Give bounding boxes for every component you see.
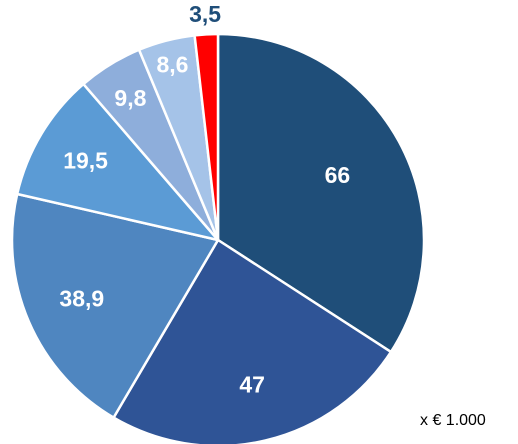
- data-label-1: 66: [325, 162, 351, 188]
- pie-slice-7: [193, 32, 220, 242]
- pie-data-labels: 66 47 38,9 19,5 9,8 8,63,5: [59, 1, 351, 397]
- pie-slices: [10, 32, 426, 444]
- data-label-2: 47: [239, 371, 265, 397]
- pie-slice-3: [10, 192, 220, 419]
- unit-note: x € 1.000: [420, 412, 486, 429]
- data-label-6: 8,6: [157, 52, 189, 78]
- pie-slice-2: [112, 238, 393, 444]
- data-label-3: 38,9: [59, 286, 104, 312]
- data-label-4: 19,5: [63, 147, 108, 173]
- pie-slice-4: [15, 82, 220, 242]
- data-label-7: 3,5: [189, 1, 221, 27]
- data-label-5: 9,8: [114, 85, 146, 111]
